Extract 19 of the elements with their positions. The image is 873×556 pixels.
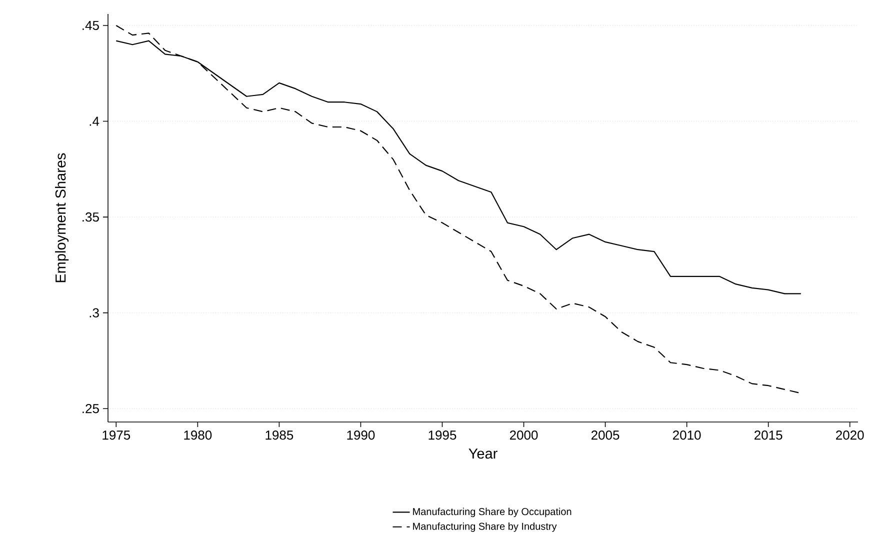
y-tick-label: .4 bbox=[90, 116, 100, 126]
x-tick-label: 2000 bbox=[510, 430, 538, 440]
x-tick-label: 2015 bbox=[754, 430, 782, 440]
x-tick-label: 1980 bbox=[184, 430, 212, 440]
x-tick-label: 1995 bbox=[428, 430, 456, 440]
legend-label: Manufacturing Share by Occupation bbox=[413, 508, 572, 518]
x-tick-label: 1990 bbox=[347, 430, 375, 440]
y-tick-label: .45 bbox=[82, 20, 99, 30]
x-tick-label: 1975 bbox=[102, 430, 130, 440]
y-tick-label: .25 bbox=[82, 404, 99, 414]
x-tick-label: 2010 bbox=[673, 430, 701, 440]
y-tick-label: .35 bbox=[82, 212, 99, 222]
legend-label: Manufacturing Share by Industry bbox=[413, 522, 557, 532]
y-tick-label: .3 bbox=[90, 308, 99, 318]
x-tick-label: 2005 bbox=[591, 430, 620, 440]
x-tick-label: 1985 bbox=[266, 430, 294, 440]
x-tick-label: 2020 bbox=[836, 430, 864, 440]
x-axis-title: Year bbox=[468, 448, 498, 459]
y-axis-title: Employment Shares bbox=[55, 153, 69, 282]
